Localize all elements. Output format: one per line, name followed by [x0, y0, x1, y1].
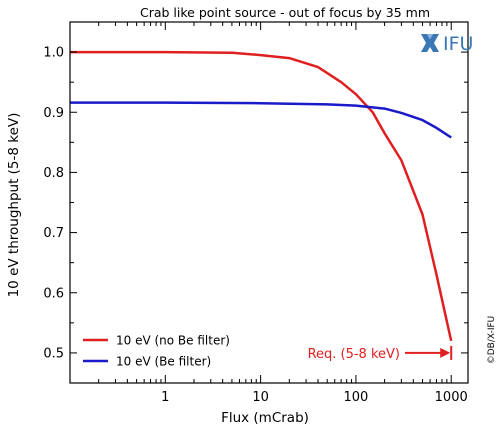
x-tick-label: 10 — [252, 390, 269, 405]
plot-frame — [69, 21, 469, 384]
x-tick-label: 100 — [343, 390, 368, 405]
y-axis-label: 10 eV throughput (5-8 keV) — [6, 113, 22, 298]
requirement-arrow-head — [440, 347, 451, 358]
ifu-logo: IFU — [421, 33, 473, 55]
series-line-1 — [70, 50, 453, 342]
y-tick-label: 1.0 — [43, 46, 64, 61]
copyright-text: ©DB/X-IFU — [487, 316, 497, 365]
ifu-logo-text: IFU — [443, 33, 473, 55]
chart-title: Crab like point source - out of focus by… — [140, 5, 430, 20]
ifu-cross-icon — [421, 34, 439, 52]
y-tick-label: 0.6 — [43, 286, 64, 301]
y-tick-label: 0.7 — [43, 226, 64, 241]
plot-content: 10 eV (no Be filter) 10 eV (Be filter) Req… — [70, 50, 453, 369]
requirement-label: Req. (5-8 keV) — [308, 347, 400, 362]
legend-label-1: 10 eV (no Be filter) — [116, 334, 230, 348]
x-axis-label: Flux (mCrab) — [221, 410, 309, 426]
axes-frame: 0.5 0.6 0.7 0.8 0.9 1.0 1 10 100 1000 — [43, 21, 469, 405]
x-tick-label: 1 — [161, 390, 169, 405]
y-tick-label: 0.8 — [43, 166, 64, 181]
series-line-2 — [70, 101, 452, 139]
y-tick-label: 0.5 — [43, 346, 64, 361]
legend-label-2: 10 eV (Be filter) — [116, 355, 211, 369]
x-tick-label: 1000 — [435, 390, 468, 405]
y-tick-label: 0.9 — [43, 106, 64, 121]
